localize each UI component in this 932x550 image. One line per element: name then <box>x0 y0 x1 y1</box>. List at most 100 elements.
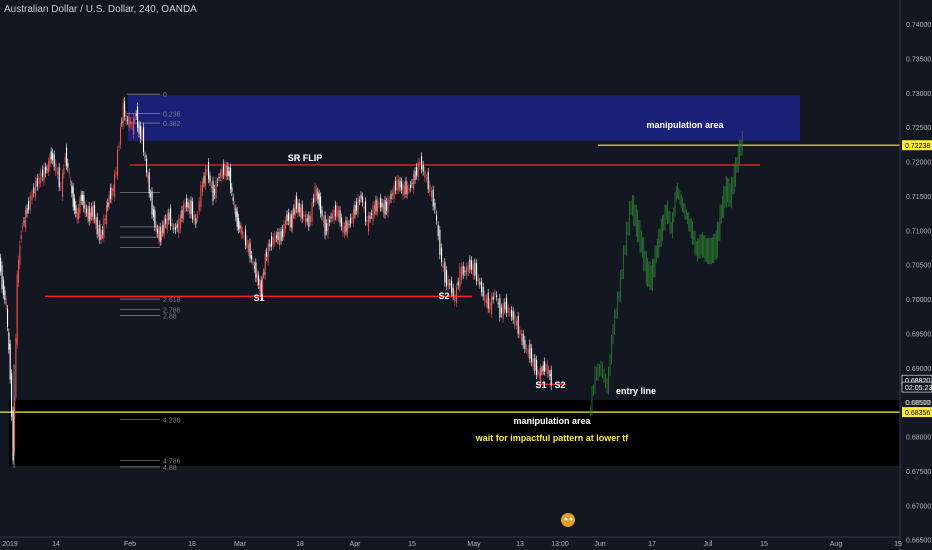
candle <box>125 115 127 122</box>
candle <box>457 281 459 286</box>
candle <box>544 361 546 372</box>
candle <box>108 194 110 205</box>
candle <box>357 198 359 214</box>
candle <box>162 224 164 233</box>
price-axis[interactable] <box>900 0 932 550</box>
candle <box>63 168 65 175</box>
candle <box>419 161 421 166</box>
price-tick-label: 0.72500 <box>906 125 931 132</box>
candle <box>487 293 489 309</box>
candle <box>240 226 242 235</box>
candle <box>459 267 461 288</box>
candle <box>380 197 382 208</box>
candle <box>236 211 238 227</box>
candle <box>333 210 335 220</box>
candle <box>16 274 18 345</box>
time-tick-label: Apr <box>350 541 362 548</box>
candle <box>130 121 132 125</box>
candle <box>529 343 531 359</box>
candle <box>46 168 48 170</box>
candle <box>350 217 352 224</box>
candle <box>424 171 426 178</box>
candle <box>421 156 423 170</box>
candle <box>195 218 197 224</box>
candle <box>532 358 534 367</box>
candle <box>467 265 469 272</box>
candle <box>542 365 544 371</box>
candle <box>507 307 509 313</box>
fib-label: 2.618 <box>163 297 181 304</box>
candle <box>491 296 493 315</box>
candle <box>134 119 136 121</box>
candle <box>288 212 290 222</box>
candle <box>234 205 236 210</box>
candle <box>159 227 161 242</box>
event-marker-icon-detail <box>564 517 568 521</box>
price-tick-label: 0.69000 <box>906 366 931 373</box>
candle <box>146 158 148 173</box>
candle <box>386 201 388 211</box>
candle <box>255 262 257 278</box>
candle <box>371 213 373 215</box>
candle <box>326 223 328 232</box>
swing-label: S2 <box>554 380 565 390</box>
candle <box>436 214 438 221</box>
candle <box>477 277 479 282</box>
candle <box>99 224 101 240</box>
bottom-zone-instruction: wait for impactful pattern at lower tf <box>475 433 630 443</box>
candle <box>310 215 312 223</box>
candle <box>45 166 47 174</box>
candle <box>461 266 463 280</box>
candle <box>351 217 353 220</box>
candle <box>230 167 232 190</box>
candle <box>14 401 16 452</box>
candle <box>466 266 468 276</box>
candle <box>324 215 326 236</box>
candle <box>545 367 547 369</box>
candle <box>534 358 536 371</box>
price-label: 02:05:23 <box>905 385 932 392</box>
candle <box>293 208 295 215</box>
candle <box>366 220 368 222</box>
candle <box>36 178 38 187</box>
entry-line-label: entry line <box>616 386 656 396</box>
candle <box>57 171 59 175</box>
candle <box>107 202 109 208</box>
candle <box>83 194 85 209</box>
candle <box>224 164 226 177</box>
candle <box>452 287 454 296</box>
candle <box>211 185 213 189</box>
candle <box>362 196 364 203</box>
candle <box>15 338 17 398</box>
candle <box>133 118 135 135</box>
candle <box>122 102 124 125</box>
candle <box>277 232 279 241</box>
candle <box>112 189 114 192</box>
candle <box>393 185 395 199</box>
candle <box>256 273 258 282</box>
time-tick-label: 18 <box>296 541 304 548</box>
candle <box>501 307 503 314</box>
candle <box>62 172 64 197</box>
event-marker-icon[interactable] <box>561 513 575 527</box>
candle <box>504 302 506 310</box>
candle <box>28 201 30 210</box>
candle <box>401 181 403 190</box>
candle <box>462 265 464 275</box>
candle <box>392 192 394 196</box>
price-tick-label: 0.71500 <box>906 194 931 201</box>
candle <box>71 184 73 194</box>
candle <box>395 180 397 191</box>
candle <box>402 184 404 196</box>
candle <box>407 185 409 195</box>
candle <box>404 185 406 195</box>
candle <box>272 237 274 246</box>
candle <box>511 310 513 317</box>
fib-label: 4.236 <box>163 417 181 424</box>
time-tick-label: Jul <box>704 541 713 548</box>
candle <box>102 230 104 235</box>
price-tick-label: 0.72000 <box>906 160 931 167</box>
price-label-box <box>901 381 932 393</box>
price-tick-label: 0.68500 <box>906 400 931 407</box>
